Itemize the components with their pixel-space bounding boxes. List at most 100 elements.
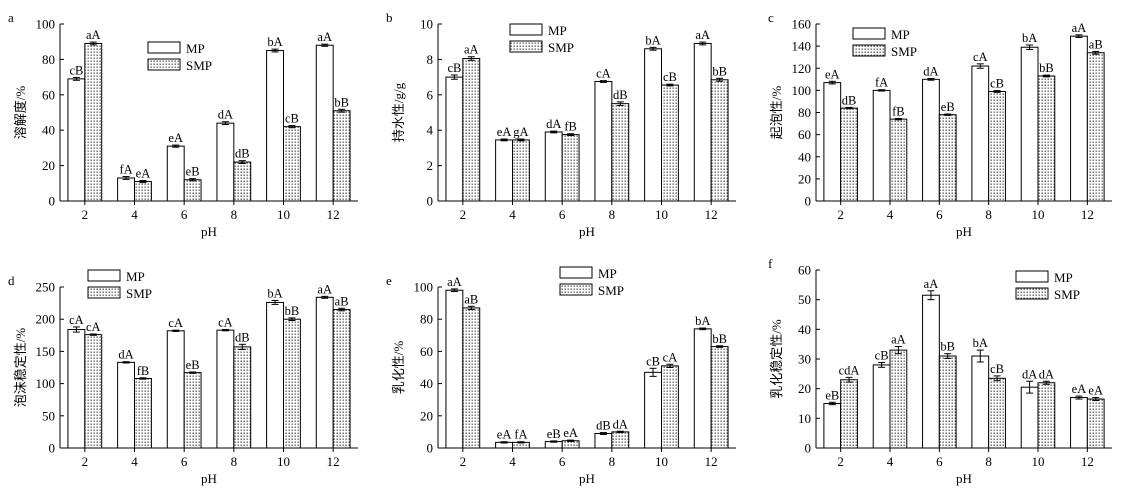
- panel-letter: d: [8, 273, 15, 288]
- bar-smp: [988, 377, 1006, 449]
- y-tick-label: 160: [792, 17, 812, 32]
- bar-mp: [1070, 397, 1088, 449]
- bar-smp: [988, 90, 1006, 202]
- x-tick-label: 12: [327, 207, 340, 222]
- y-tick-label: 120: [792, 61, 812, 76]
- y-tick-label: 80: [42, 52, 55, 67]
- x-tick-label: 10: [1032, 207, 1045, 222]
- legend-swatch-mp: [87, 269, 121, 282]
- bar-smp: [611, 103, 630, 202]
- data-label: dA: [923, 64, 938, 78]
- data-label: cA: [69, 313, 84, 327]
- data-label: dA: [1022, 367, 1037, 381]
- data-label: aA: [891, 333, 906, 347]
- data-label: eB: [186, 358, 200, 372]
- bar-mp: [1020, 386, 1039, 449]
- legend-swatch-smp: [1015, 287, 1049, 300]
- data-label: eA: [1072, 382, 1087, 396]
- y-tick-label: 10: [420, 17, 433, 32]
- bar-mp: [594, 81, 613, 202]
- y-tick-label: 200: [36, 312, 56, 327]
- data-label: aA: [317, 30, 332, 44]
- bar-smp: [938, 355, 957, 449]
- x-tick-label: 8: [985, 207, 992, 222]
- data-label: aB: [335, 294, 349, 308]
- bar-mp: [495, 139, 514, 202]
- data-label: bB: [712, 332, 727, 346]
- bar-smp: [462, 307, 481, 449]
- legend-label-mp: MP: [186, 41, 205, 56]
- y-tick-label: 20: [420, 408, 433, 423]
- legend-swatch-smp: [147, 58, 181, 71]
- bar-mp: [266, 301, 285, 449]
- legend-label-mp: MP: [548, 23, 567, 38]
- panel-letter: e: [386, 273, 392, 288]
- bar-mp: [971, 65, 990, 202]
- bar-smp: [661, 365, 679, 449]
- bar-smp: [183, 179, 202, 202]
- y-tick-label: 100: [36, 17, 56, 32]
- y-tick-label: 2: [427, 158, 434, 173]
- y-tick-label: 10: [798, 411, 811, 426]
- bar-mp: [216, 122, 235, 202]
- x-tick-label: 12: [1081, 207, 1094, 222]
- x-axis-title: pH: [201, 471, 217, 486]
- data-label: aA: [464, 43, 479, 57]
- data-label: cB: [285, 112, 299, 126]
- data-label: aA: [317, 282, 332, 296]
- y-axis-title: 持水性/g/g: [391, 82, 406, 142]
- bar-smp: [661, 84, 679, 202]
- bar-mp: [315, 296, 334, 449]
- panel-letter: a: [8, 10, 14, 25]
- bar-smp: [611, 431, 630, 449]
- y-axis-title: 乳化性/%: [391, 341, 406, 395]
- data-label: fB: [892, 104, 905, 118]
- x-tick-label: 2: [837, 454, 844, 469]
- data-label: cA: [973, 50, 988, 64]
- y-tick-label: 250: [36, 280, 56, 295]
- bar-mp: [67, 329, 86, 449]
- x-tick-label: 12: [1081, 454, 1094, 469]
- data-label: fA: [875, 76, 888, 90]
- bar-mp: [823, 82, 842, 202]
- y-tick-label: 20: [798, 171, 811, 186]
- data-label: bA: [267, 287, 282, 301]
- x-axis-title: pH: [956, 224, 972, 239]
- y-axis-title: 乳化稳定性/%: [769, 319, 784, 399]
- data-label: cB: [875, 349, 889, 363]
- data-label: eB: [941, 100, 955, 114]
- x-tick-label: 4: [887, 207, 894, 222]
- bar-mp: [644, 371, 663, 449]
- data-label: dB: [235, 330, 250, 344]
- y-tick-label: 8: [427, 52, 434, 67]
- x-tick-label: 10: [277, 207, 290, 222]
- data-label: cB: [990, 77, 1004, 91]
- chart-panel-a: 0 20 40 60 80 100 cB aA 2 fA eA 4 eA eB 6 dA dB 8 bA cB 10 aA…: [8, 10, 358, 239]
- bar-mp: [166, 145, 185, 202]
- data-label: bB: [712, 64, 727, 78]
- data-label: cB: [447, 61, 461, 75]
- bar-mp: [117, 361, 136, 449]
- y-tick-label: 20: [798, 381, 811, 396]
- panel-letter: c: [768, 10, 774, 25]
- data-label: dB: [596, 419, 611, 433]
- x-tick-label: 2: [460, 454, 467, 469]
- bar-smp: [134, 377, 152, 449]
- x-tick-label: 8: [609, 207, 616, 222]
- bar-smp: [332, 309, 351, 449]
- bar-mp: [216, 329, 235, 449]
- y-tick-label: 40: [798, 149, 811, 164]
- bar-smp: [233, 161, 252, 202]
- y-tick-label: 50: [42, 408, 55, 423]
- y-tick-label: 0: [427, 194, 434, 209]
- data-label: cA: [168, 316, 183, 330]
- x-tick-label: 12: [327, 454, 340, 469]
- x-tick-label: 2: [460, 207, 467, 222]
- legend-label-smp: SMP: [548, 40, 574, 55]
- legend-label-smp: SMP: [186, 58, 212, 73]
- bar-smp: [462, 58, 481, 202]
- y-tick-label: 60: [798, 127, 811, 142]
- legend-swatch-mp: [1015, 270, 1049, 283]
